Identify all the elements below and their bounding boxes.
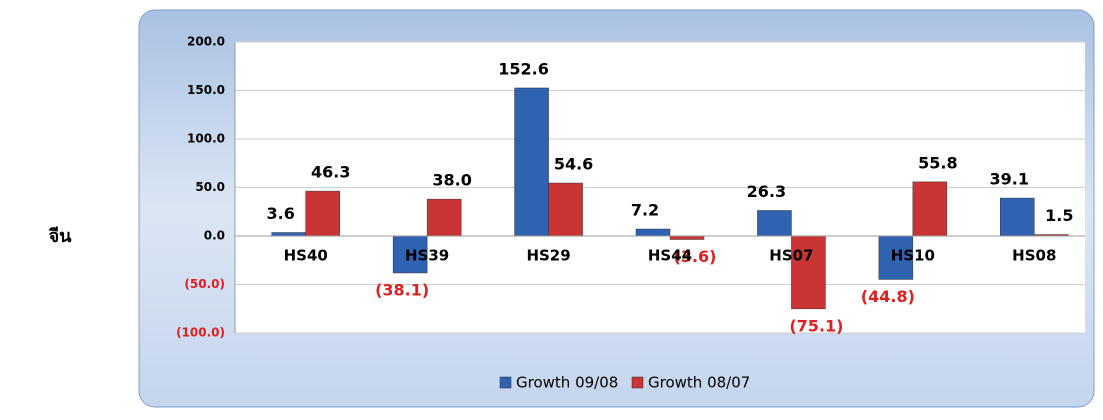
x-tick-label: HS29	[526, 247, 570, 265]
y-tick-label: 100.0	[187, 132, 225, 146]
row-label: จีน	[48, 226, 72, 247]
legend-label: Growth 08/07	[648, 374, 750, 392]
bar	[791, 235, 826, 310]
data-label: 38.0	[432, 171, 471, 190]
legend-swatch	[499, 376, 512, 389]
bar	[635, 228, 671, 237]
x-tick-label: HS10	[891, 247, 935, 265]
y-tick-label: 200.0	[187, 35, 225, 49]
y-tick-label: 150.0	[187, 83, 225, 97]
x-tick-label: HS08	[1012, 247, 1056, 265]
bar	[271, 232, 306, 237]
data-label: 152.6	[498, 59, 549, 78]
bar	[514, 87, 549, 237]
y-tick-label: 0.0	[204, 229, 225, 243]
bar	[548, 182, 583, 237]
x-tick-label: HS40	[284, 247, 328, 265]
bar	[878, 235, 914, 280]
bar	[305, 190, 340, 237]
data-label: 46.3	[311, 163, 350, 182]
x-tick-label: HS44	[648, 247, 692, 265]
bar	[757, 210, 792, 237]
data-label: (44.8)	[861, 287, 915, 306]
data-label: 39.1	[990, 170, 1029, 189]
y-tick-label: (50.0)	[184, 277, 225, 291]
bar	[1000, 197, 1035, 237]
bar	[426, 198, 462, 237]
data-label: 54.6	[554, 155, 593, 174]
x-tick-label: HS07	[769, 247, 813, 265]
legend-swatch	[631, 376, 644, 389]
data-label: (38.1)	[375, 280, 429, 299]
bar	[669, 235, 705, 240]
data-label: 26.3	[747, 182, 786, 201]
data-label: 3.6	[267, 204, 295, 223]
y-tick-label: 50.0	[195, 180, 225, 194]
bar	[392, 235, 428, 274]
data-label: (75.1)	[789, 316, 843, 335]
legend-label: Growth 09/08	[516, 374, 618, 392]
y-tick-label: (100.0)	[176, 326, 225, 340]
data-label: 7.2	[631, 201, 659, 220]
bar	[912, 181, 948, 237]
x-tick-label: HS39	[405, 247, 449, 265]
data-label: (3.6)	[674, 247, 717, 266]
data-label: 55.8	[918, 153, 957, 172]
data-label: 1.5	[1045, 206, 1073, 225]
